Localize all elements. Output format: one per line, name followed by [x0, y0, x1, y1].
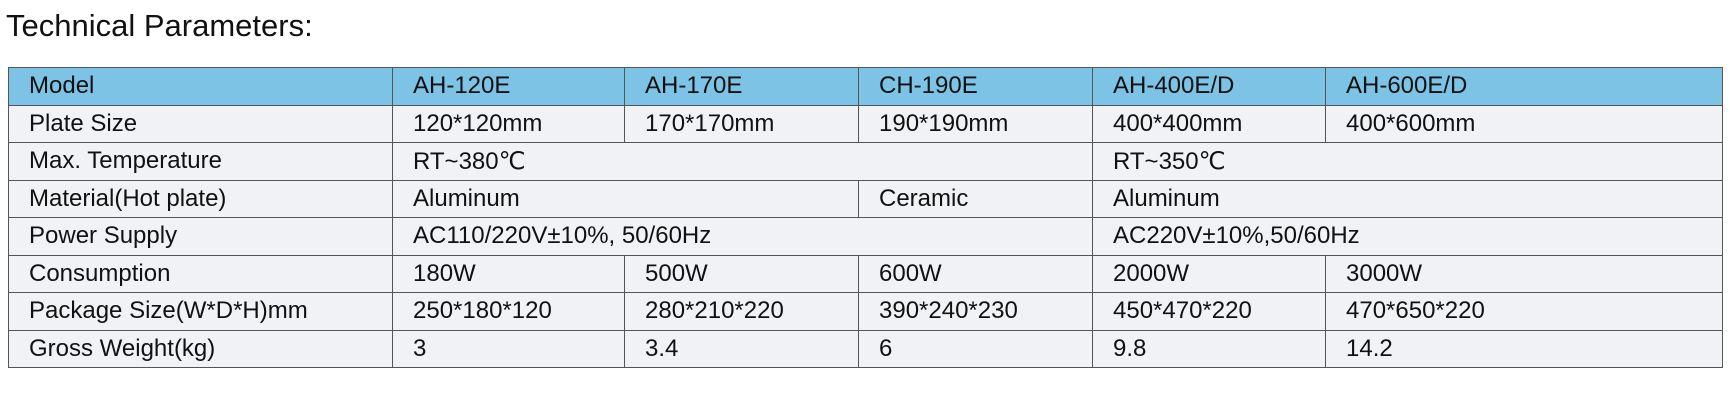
table-cell: 470*650*220 — [1325, 292, 1723, 331]
table-cell: 450*470*220 — [1092, 292, 1326, 331]
table-cell: 3 — [392, 329, 625, 368]
table-cell: 280*210*220 — [624, 292, 859, 331]
table-row: Power Supply AC110/220V±10%, 50/60Hz AC220… — [8, 217, 1723, 256]
page-title: Technical Parameters: — [6, 8, 313, 43]
table-row: Plate Size 120*120mm 170*170mm 190*190mm 400… — [8, 104, 1723, 143]
table-cell: AC220V±10%,50/60Hz — [1092, 217, 1723, 256]
table-cell: 14.2 — [1325, 329, 1723, 368]
table-cell: RT~380℃ — [392, 142, 1093, 181]
table-cell: RT~350℃ — [1092, 142, 1723, 181]
table-cell: 190*190mm — [858, 104, 1093, 143]
header-cell: AH-600E/D — [1325, 67, 1723, 106]
row-label: Plate Size — [8, 104, 393, 143]
table-cell: Ceramic — [858, 179, 1093, 218]
table-cell: 6 — [858, 329, 1093, 368]
table-cell: 120*120mm — [392, 104, 625, 143]
row-label: Max. Temperature — [8, 142, 393, 181]
table-cell: 390*240*230 — [858, 292, 1093, 331]
table-cell: AC110/220V±10%, 50/60Hz — [392, 217, 1093, 256]
table-cell: 400*400mm — [1092, 104, 1326, 143]
table-row: Package Size(W*D*H)mm 250*180*120 280*210*… — [8, 292, 1723, 331]
table-cell: 500W — [624, 254, 859, 293]
table-cell: 170*170mm — [624, 104, 859, 143]
row-label: Power Supply — [8, 217, 393, 256]
table-header-row: Model AH-120E AH-170E CH-190E AH-400E/D AH-60… — [8, 67, 1723, 106]
table-cell: 250*180*120 — [392, 292, 625, 331]
table-cell: 2000W — [1092, 254, 1326, 293]
table-cell: Aluminum — [392, 179, 859, 218]
table-cell: 3.4 — [624, 329, 859, 368]
table-row: Max. Temperature RT~380℃ RT~350℃ — [8, 142, 1723, 181]
table-row: Material(Hot plate) Aluminum Ceramic Alumin… — [8, 179, 1723, 218]
table-cell: 600W — [858, 254, 1093, 293]
row-label: Package Size(W*D*H)mm — [8, 292, 393, 331]
table-cell: 3000W — [1325, 254, 1723, 293]
row-label: Material(Hot plate) — [8, 179, 393, 218]
row-label: Gross Weight(kg) — [8, 329, 393, 368]
table-cell: Aluminum — [1092, 179, 1723, 218]
header-cell: Model — [8, 67, 393, 106]
table-cell: 9.8 — [1092, 329, 1326, 368]
header-cell: AH-170E — [624, 67, 859, 106]
table-row: Gross Weight(kg) 3 3.4 6 9.8 14.2 — [8, 329, 1723, 368]
row-label: Consumption — [8, 254, 393, 293]
header-cell: AH-120E — [392, 67, 625, 106]
table-cell: 180W — [392, 254, 625, 293]
header-cell: CH-190E — [858, 67, 1093, 106]
table-row: Consumption 180W 500W 600W 2000W 3000W — [8, 254, 1723, 293]
header-cell: AH-400E/D — [1092, 67, 1326, 106]
table-cell: 400*600mm — [1325, 104, 1723, 143]
parameters-table: Model AH-120E AH-170E CH-190E AH-400E/D AH-60… — [8, 67, 1723, 368]
